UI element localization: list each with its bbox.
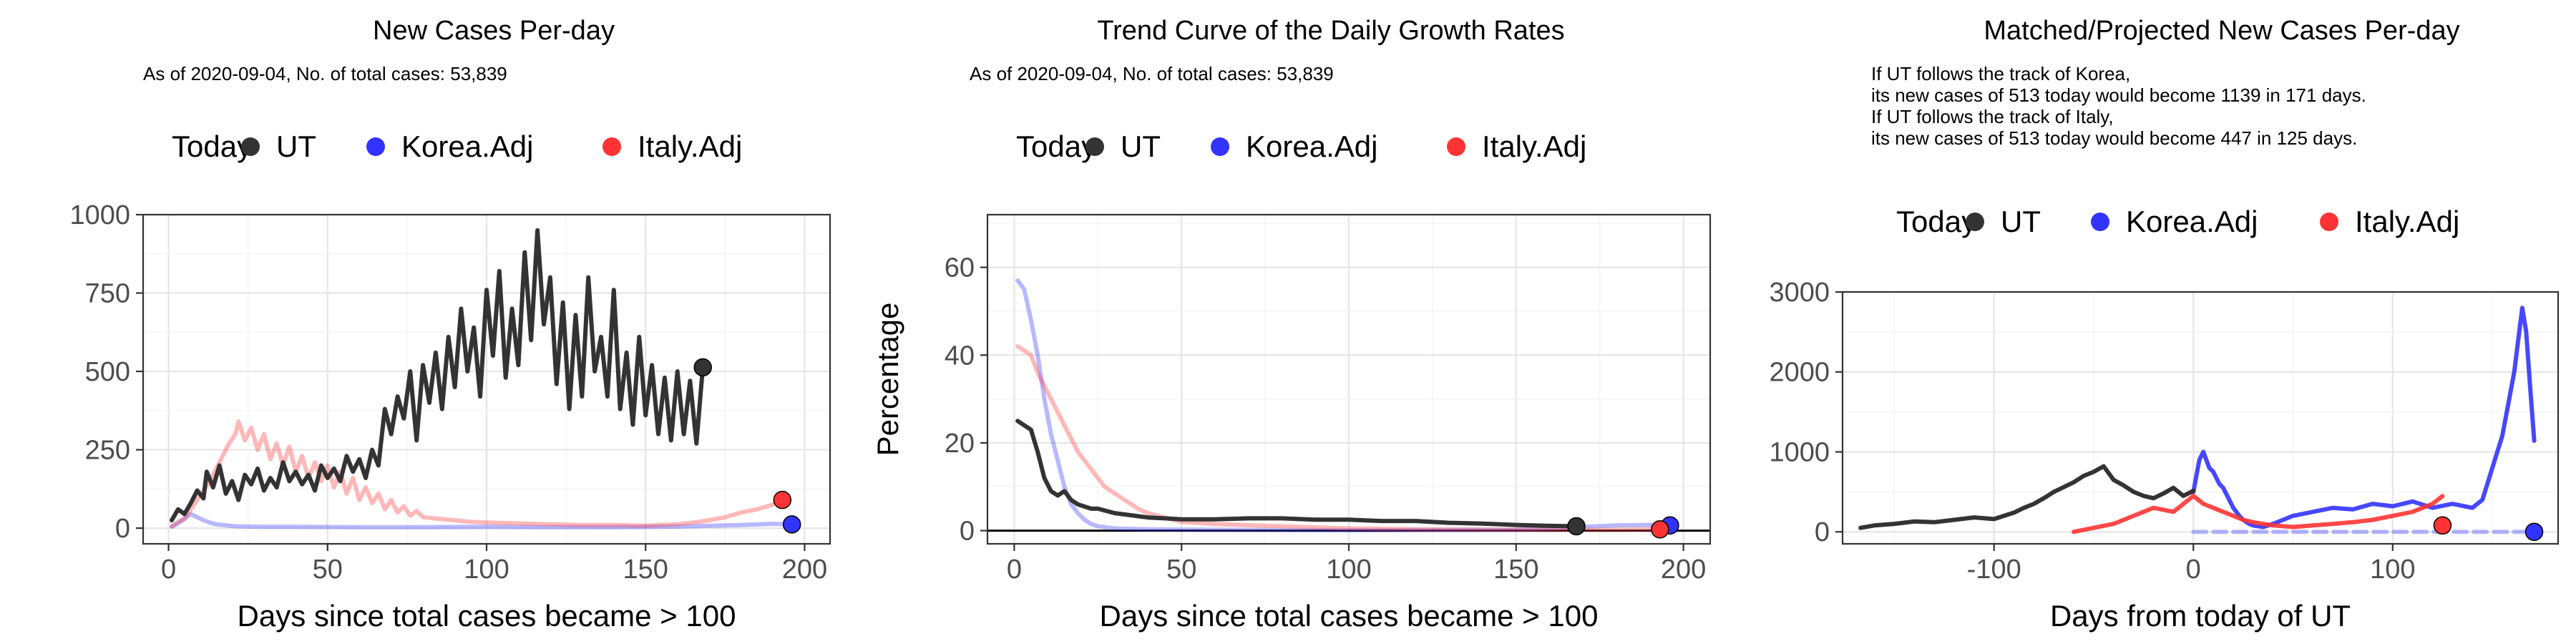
series-line-korea-adj [170, 512, 791, 530]
legend-key-korea-adj [2091, 213, 2109, 231]
legend-label-korea-adj: Korea.Adj [401, 130, 533, 163]
legend-label-italy-adj: Italy.Adj [2355, 205, 2459, 238]
series-line-italy-adj [2072, 494, 2445, 535]
x-axis-title: Days from today of UT [2050, 599, 2351, 633]
series-line-ut [170, 228, 706, 523]
legend-label-italy-adj: Italy.Adj [638, 130, 742, 163]
chart-subtitle-line: its new cases of 513 today would become … [1871, 84, 2366, 106]
legend-title: Today [1896, 205, 1976, 238]
grid [1843, 291, 2558, 544]
legend-label-korea-adj: Korea.Adj [2126, 205, 2258, 238]
y-tick-label: 0 [115, 514, 130, 544]
grid [987, 215, 1710, 544]
x-tick-label: 0 [2186, 555, 2201, 585]
legend-label-italy-adj: Italy.Adj [1482, 130, 1586, 163]
legend-key-korea-adj [366, 137, 385, 156]
series-line-italy-adj [170, 419, 785, 529]
x-tick-label: -100 [1967, 555, 2021, 585]
legend-key-ut [1085, 137, 1104, 156]
today-point-ut [693, 358, 712, 377]
y-tick-label: 0 [1815, 517, 1830, 547]
grid [143, 213, 830, 544]
legend: Today UT Korea.Adj Italy.Adj [1016, 130, 1586, 163]
legend-key-ut [241, 137, 260, 156]
x-tick-label: 150 [623, 555, 668, 585]
today-point-italy-adj [773, 490, 792, 509]
panel-projected-cases: Matched/Projected New Cases Per-day If UT… [1769, 16, 2560, 633]
series-line-korea-adj [1015, 278, 1672, 532]
chart-title: Trend Curve of the Daily Growth Rates [1097, 16, 1564, 46]
y-tick-label: 750 [85, 279, 130, 309]
legend-title: Today [1016, 130, 1096, 163]
y-tick-label: 3000 [1769, 278, 1830, 308]
x-axis-title: Days since total cases became > 100 [1100, 599, 1599, 633]
legend-key-korea-adj [1211, 137, 1229, 156]
y-tick-label: 60 [945, 253, 975, 283]
legend: Today UT Korea.Adj Italy.Adj [1896, 205, 2459, 238]
series-line-ut [1858, 464, 2196, 530]
x-tick-label: 200 [1661, 555, 1706, 585]
panel-growth-rates: Trend Curve of the Daily Growth Rates As … [871, 16, 1712, 633]
y-tick-label: 1000 [69, 200, 130, 230]
today-point-korea-adj [782, 515, 801, 534]
legend-key-italy-adj [1447, 137, 1465, 156]
y-tick-label: 2000 [1769, 358, 1830, 388]
x-tick-label: 100 [464, 555, 509, 585]
plot-border [1841, 291, 2560, 545]
legend-title: Today [172, 130, 252, 163]
today-point-italy-adj [1651, 520, 1669, 539]
chart-subtitle-line: If UT follows the track of Korea, [1871, 63, 2130, 84]
x-tick-label: 50 [1166, 555, 1196, 585]
legend-label-ut: UT [2001, 205, 2041, 238]
y-tick-label: 250 [85, 436, 130, 466]
legend-label-korea-adj: Korea.Adj [1246, 130, 1377, 163]
y-tick-label: 40 [945, 341, 975, 371]
chart-title: Matched/Projected New Cases Per-day [1984, 16, 2459, 46]
legend-label-ut: UT [1121, 130, 1161, 163]
chart-subtitle-line: If UT follows the track of Italy, [1871, 106, 2114, 127]
x-tick-label: 50 [313, 555, 343, 585]
x-tick-label: 200 [782, 555, 827, 585]
legend-key-ut [1966, 213, 1984, 231]
chart-subtitle-line: As of 2020-09-04, No. of total cases: 53… [970, 63, 1334, 84]
today-point-italy-adj [2433, 516, 2452, 535]
y-tick-label: 20 [945, 429, 975, 459]
x-tick-label: 0 [161, 555, 176, 585]
legend-key-italy-adj [2320, 213, 2338, 231]
chart-subtitle-line: As of 2020-09-04, No. of total cases: 53… [143, 63, 507, 84]
x-axis-title: Days since total cases became > 100 [238, 599, 736, 633]
y-tick-label: 1000 [1769, 437, 1830, 467]
x-tick-label: 0 [1007, 555, 1022, 585]
x-tick-label: 150 [1493, 555, 1538, 585]
x-tick-label: 100 [2370, 555, 2415, 585]
legend-label-ut: UT [276, 130, 316, 163]
chart-title: New Cases Per-day [373, 16, 615, 46]
series-line-ut [1015, 419, 1579, 529]
today-point-korea-adj [2524, 522, 2544, 541]
panel-new-cases: New Cases Per-day As of 2020-09-04, No. o… [69, 16, 831, 633]
chart-subtitle-line: its new cases of 513 today would become … [1871, 127, 2357, 149]
series-line-korea-adj [2191, 306, 2537, 530]
today-point-ut [1567, 517, 1586, 536]
y-axis-title: Percentage [871, 303, 904, 457]
legend: Today UT Korea.Adj Italy.Adj [172, 130, 742, 163]
legend-key-italy-adj [602, 137, 621, 156]
y-tick-label: 0 [960, 517, 975, 547]
x-tick-label: 100 [1326, 555, 1371, 585]
y-tick-label: 500 [85, 357, 130, 387]
series-line-italy-adj [1015, 344, 1662, 532]
